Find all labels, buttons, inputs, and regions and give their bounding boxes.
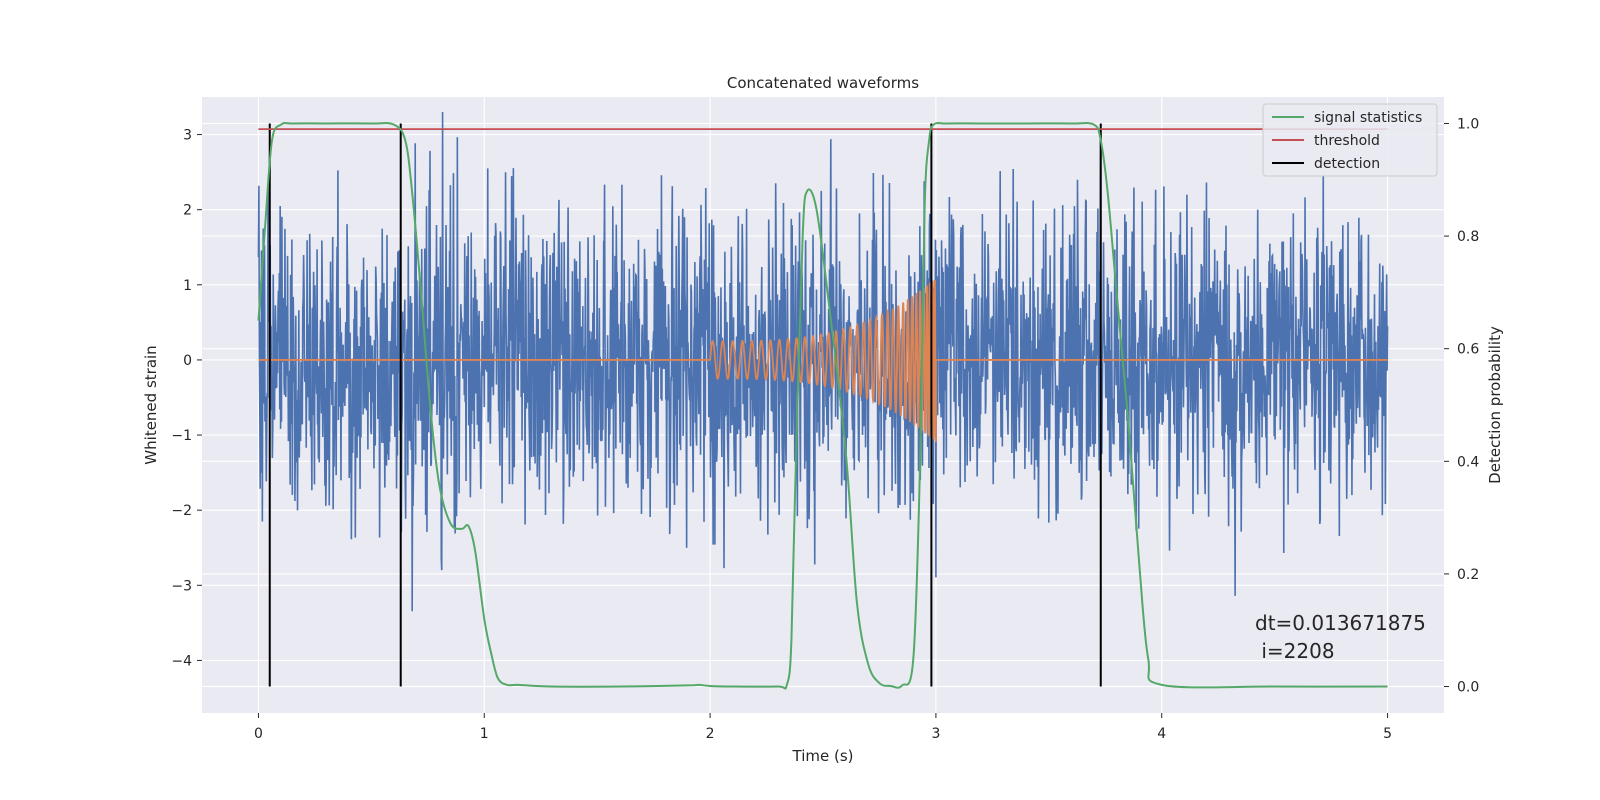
chart-title: Concatenated waveforms <box>727 74 919 92</box>
y-tick-label: 3 <box>183 128 192 144</box>
legend-label: detection <box>1314 156 1380 172</box>
annotation: dt=0.013671875 i=2208 <box>1255 611 1426 663</box>
y-tick-label: 0 <box>183 353 192 369</box>
axes: 0 1 2 3 4 5 3 2 1 0 −1 −2 −3 −4 1.0 0.8 0.6 0.4 0.2 0.0 <box>171 116 1479 742</box>
y-tick-label: −2 <box>171 503 192 519</box>
y-tick-label: 1 <box>183 278 192 294</box>
x-tick-label: 2 <box>706 726 715 742</box>
legend-label: threshold <box>1314 133 1380 149</box>
x-tick-label: 5 <box>1383 726 1392 742</box>
y2-tick-label: 0.6 <box>1457 342 1479 358</box>
y2-tick-label: 1.0 <box>1457 116 1479 132</box>
y2-tick-label: 0.4 <box>1457 454 1479 470</box>
legend-label: signal statistics <box>1314 110 1422 126</box>
y-tick-label: −3 <box>171 578 192 594</box>
y-tick-label: 2 <box>183 203 192 219</box>
y-tick-label: −4 <box>171 653 192 669</box>
data-layer <box>257 112 1389 690</box>
y2-tick-label: 0.8 <box>1457 229 1479 245</box>
x-tick-label: 4 <box>1157 726 1166 742</box>
y2-tick-label: 0.2 <box>1457 567 1479 583</box>
series-signal-statistics <box>257 122 1388 690</box>
annotation-index: i=2208 <box>1255 639 1335 663</box>
x-tick-label: 1 <box>480 726 489 742</box>
y2-axis-label: Detection probability <box>1486 326 1504 484</box>
series-whitened-strain <box>257 112 1389 612</box>
annotation-dt: dt=0.013671875 <box>1255 611 1426 635</box>
x-tick-label: 3 <box>931 726 940 742</box>
series-injected-waveform <box>258 279 1388 443</box>
y-axis-label: Whitened strain <box>142 345 160 464</box>
x-tick-label: 0 <box>254 726 263 742</box>
y2-tick-label: 0.0 <box>1457 680 1479 696</box>
legend-box <box>1262 103 1438 177</box>
legend: signal statistics threshold detection <box>1262 103 1438 177</box>
x-axis-label: Time (s) <box>792 747 854 765</box>
y-tick-label: −1 <box>171 428 192 444</box>
